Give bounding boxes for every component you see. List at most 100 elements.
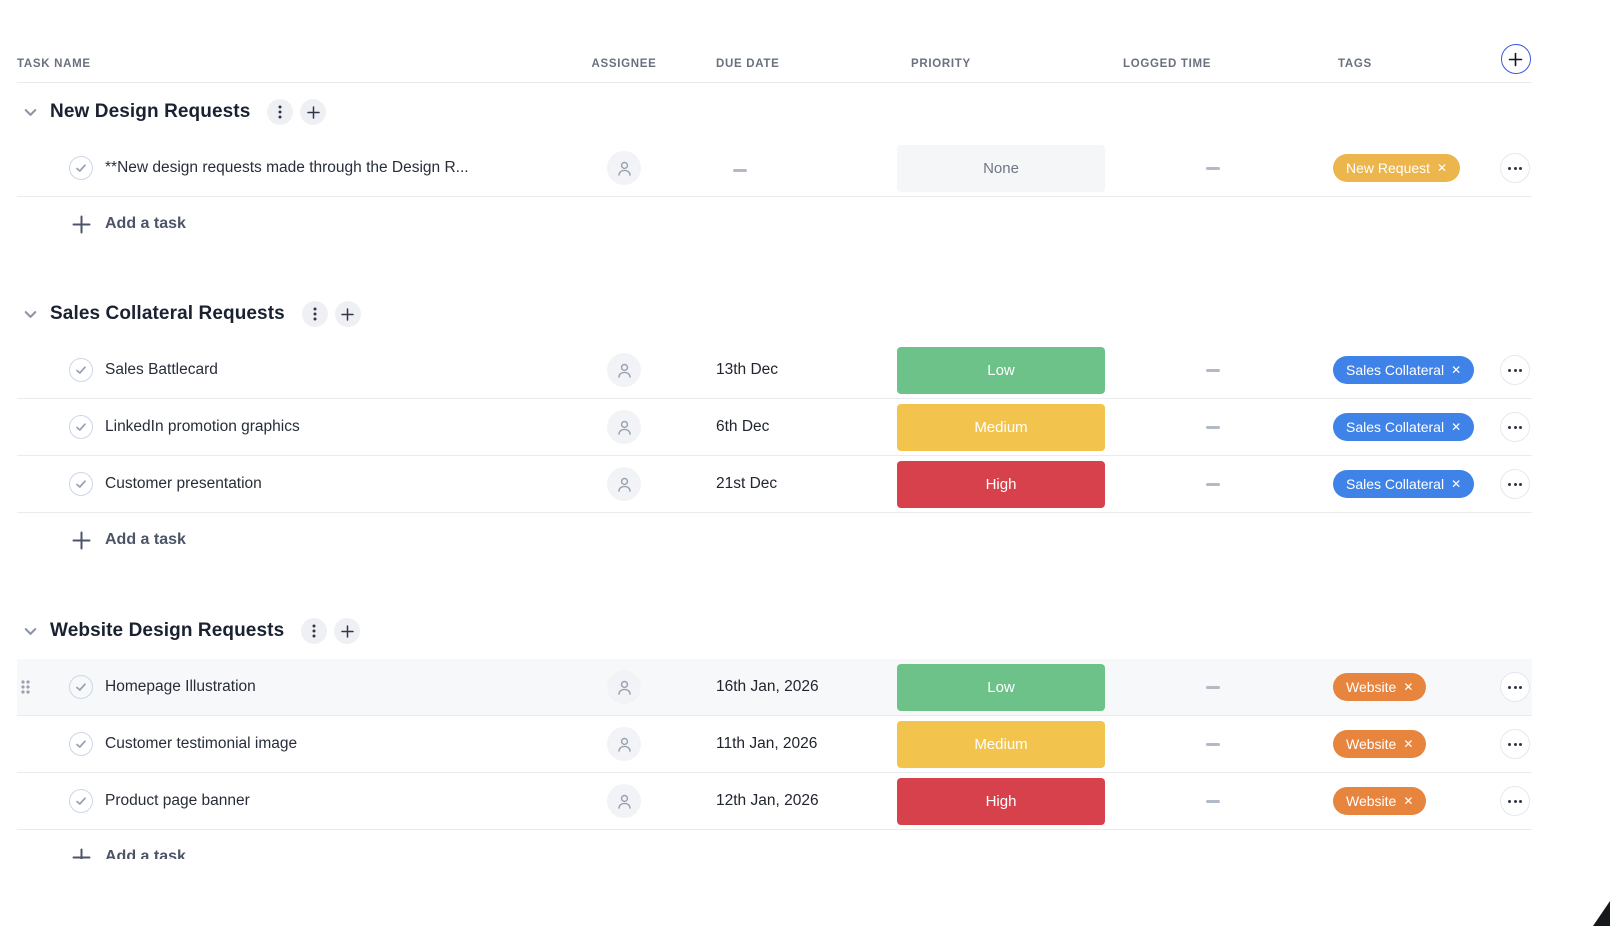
assignee-avatar[interactable]	[607, 727, 641, 761]
task-name[interactable]: LinkedIn promotion graphics	[105, 418, 300, 435]
task-row[interactable]: Customer presentation 21st Dec High Sale…	[17, 456, 1532, 513]
task-complete-checkbox[interactable]	[69, 415, 93, 439]
task-row[interactable]: Product page banner 12th Jan, 2026 High …	[17, 773, 1532, 830]
remove-tag-icon[interactable]: ✕	[1451, 420, 1462, 434]
group-add-task-button[interactable]	[334, 301, 361, 327]
tags-cell[interactable]: Sales Collateral ✕	[1321, 413, 1499, 441]
assignee-avatar[interactable]	[607, 467, 641, 501]
task-complete-checkbox[interactable]	[69, 156, 93, 180]
group-title[interactable]: Website Design Requests	[50, 620, 285, 641]
more-options-button[interactable]	[1500, 412, 1530, 442]
chevron-down-icon[interactable]	[20, 621, 40, 641]
priority-badge[interactable]: None	[897, 144, 1105, 192]
group-add-task-button[interactable]	[334, 618, 361, 644]
more-options-button[interactable]	[1500, 729, 1530, 759]
priority-badge[interactable]: High	[897, 460, 1105, 508]
tag-pill[interactable]: Website ✕	[1333, 787, 1427, 815]
priority-badge[interactable]: Medium	[897, 720, 1105, 768]
due-date-cell[interactable]: 16th Jan, 2026	[716, 678, 819, 695]
tags-cell[interactable]: Sales Collateral ✕	[1321, 470, 1499, 498]
task-name[interactable]: Customer presentation	[105, 475, 262, 492]
remove-tag-icon[interactable]: ✕	[1437, 161, 1448, 175]
tag-pill[interactable]: Website ✕	[1333, 673, 1427, 701]
column-header-task-name: TASK NAME	[17, 58, 91, 70]
priority-badge[interactable]: High	[897, 777, 1105, 825]
task-row[interactable]: Homepage Illustration 16th Jan, 2026 Low…	[17, 659, 1532, 716]
task-name[interactable]: **New design requests made through the D…	[105, 159, 469, 176]
add-column-button[interactable]	[1500, 44, 1531, 74]
due-date-cell[interactable]: 12th Jan, 2026	[716, 792, 819, 809]
priority-cell: High	[897, 456, 1105, 512]
due-date-cell[interactable]: 21st Dec	[716, 475, 778, 492]
tag-pill[interactable]: Sales Collateral ✕	[1333, 470, 1475, 498]
logged-time-cell[interactable]	[1105, 742, 1321, 746]
tags-cell[interactable]: Website ✕	[1321, 730, 1499, 758]
group-menu-button[interactable]	[267, 99, 294, 125]
remove-tag-icon[interactable]: ✕	[1451, 363, 1462, 377]
kebab-menu-icon	[312, 624, 316, 638]
tags-cell[interactable]: New Request ✕	[1321, 154, 1499, 182]
plus-icon	[307, 105, 320, 119]
task-complete-checkbox[interactable]	[69, 358, 93, 382]
more-options-button[interactable]	[1500, 672, 1530, 702]
task-complete-checkbox[interactable]	[69, 732, 93, 756]
assignee-avatar[interactable]	[607, 151, 641, 185]
tags-cell[interactable]: Sales Collateral ✕	[1321, 356, 1499, 384]
group-add-task-button[interactable]	[300, 99, 327, 125]
group-title[interactable]: Sales Collateral Requests	[50, 303, 285, 324]
due-date-cell[interactable]: 11th Jan, 2026	[716, 735, 818, 752]
more-options-button[interactable]	[1500, 786, 1530, 816]
group-menu-button[interactable]	[301, 618, 328, 644]
assignee-avatar[interactable]	[607, 410, 641, 444]
remove-tag-icon[interactable]: ✕	[1403, 794, 1414, 808]
task-complete-checkbox[interactable]	[69, 789, 93, 813]
task-row[interactable]: **New design requests made through the D…	[17, 140, 1532, 197]
priority-badge[interactable]: Medium	[897, 403, 1105, 451]
priority-badge[interactable]: Low	[897, 663, 1105, 711]
group-title[interactable]: New Design Requests	[50, 101, 251, 122]
more-options-button[interactable]	[1500, 153, 1530, 183]
tag-pill[interactable]: New Request ✕	[1333, 154, 1461, 182]
assignee-avatar[interactable]	[607, 353, 641, 387]
task-row[interactable]: Sales Battlecard 13th Dec Low Sales Coll…	[17, 342, 1532, 399]
task-row[interactable]: LinkedIn promotion graphics 6th Dec Medi…	[17, 399, 1532, 456]
task-complete-checkbox[interactable]	[69, 472, 93, 496]
add-task-button[interactable]: Add a task	[17, 513, 1532, 567]
chevron-down-icon[interactable]	[20, 304, 40, 324]
task-name[interactable]: Homepage Illustration	[105, 678, 256, 695]
task-complete-checkbox[interactable]	[69, 675, 93, 699]
empty-value-dash	[1206, 166, 1220, 170]
tag-pill[interactable]: Sales Collateral ✕	[1333, 413, 1475, 441]
priority-cell: Medium	[897, 716, 1105, 772]
priority-badge[interactable]: Low	[897, 346, 1105, 394]
due-date-cell[interactable]: 13th Dec	[716, 361, 779, 378]
assignee-avatar[interactable]	[607, 784, 641, 818]
tag-pill[interactable]: Website ✕	[1333, 730, 1427, 758]
task-row[interactable]: Customer testimonial image 11th Jan, 202…	[17, 716, 1532, 773]
add-task-button[interactable]: Add a task	[17, 197, 1532, 251]
remove-tag-icon[interactable]: ✕	[1403, 737, 1414, 751]
drag-handle-icon[interactable]	[20, 678, 31, 696]
due-date-cell[interactable]: 6th Dec	[716, 418, 770, 435]
tags-cell[interactable]: Website ✕	[1321, 673, 1499, 701]
task-name[interactable]: Customer testimonial image	[105, 735, 298, 752]
task-name[interactable]: Product page banner	[105, 792, 250, 809]
logged-time-cell[interactable]	[1105, 799, 1321, 803]
chevron-down-icon[interactable]	[20, 102, 40, 122]
more-options-button[interactable]	[1500, 355, 1530, 385]
tag-pill[interactable]: Sales Collateral ✕	[1333, 356, 1475, 384]
logged-time-cell[interactable]	[1105, 482, 1321, 486]
task-name[interactable]: Sales Battlecard	[105, 361, 218, 378]
column-header-assignee: ASSIGNEE	[591, 58, 657, 70]
assignee-avatar[interactable]	[607, 670, 641, 704]
tags-cell[interactable]: Website ✕	[1321, 787, 1499, 815]
logged-time-cell[interactable]	[1105, 166, 1321, 170]
more-options-button[interactable]	[1500, 469, 1530, 499]
group-menu-button[interactable]	[301, 301, 328, 327]
logged-time-cell[interactable]	[1105, 685, 1321, 689]
logged-time-cell[interactable]	[1105, 368, 1321, 372]
remove-tag-icon[interactable]: ✕	[1451, 477, 1462, 491]
remove-tag-icon[interactable]: ✕	[1403, 680, 1414, 694]
due-date-cell[interactable]	[684, 159, 897, 177]
logged-time-cell[interactable]	[1105, 425, 1321, 429]
